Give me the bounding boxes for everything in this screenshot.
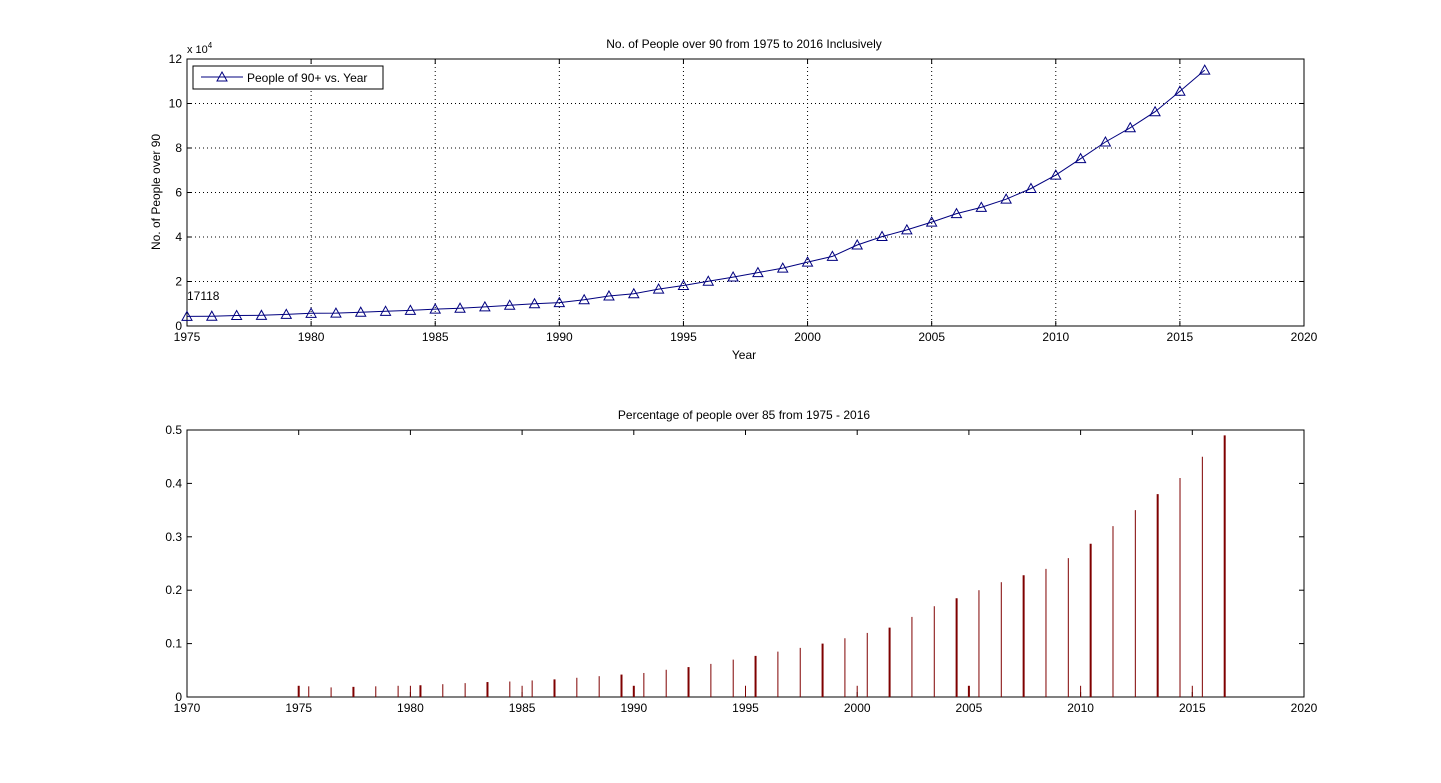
- data-point-marker: [330, 307, 342, 318]
- line-chart-y-tick-label: 0: [175, 319, 182, 333]
- data-point-marker: [230, 309, 243, 321]
- data-point-marker: [603, 289, 615, 301]
- data-point-marker: [727, 271, 739, 282]
- data-point-marker: [404, 304, 417, 315]
- line-chart-x-axis-label: Year: [732, 348, 756, 362]
- line-chart-y-tick-label: 4: [175, 230, 182, 244]
- bar-chart-x-tick-label: 1980: [397, 701, 424, 715]
- data-point-marker: [528, 297, 541, 309]
- bar-chart-x-tick-label: 2010: [1067, 701, 1094, 715]
- data-point-marker: [354, 306, 367, 317]
- legend-entry-label: People of 90+ vs. Year: [247, 71, 367, 85]
- series-line: [186, 69, 1206, 317]
- line-chart-y-tick-label: 10: [169, 97, 183, 111]
- data-point-marker: [379, 305, 392, 316]
- line-chart-annotation: 17118: [187, 289, 220, 303]
- line-chart-x-tick-label: 1980: [298, 330, 325, 344]
- data-point-marker: [925, 216, 938, 227]
- data-point-marker: [479, 300, 491, 312]
- bar-chart-x-tick-label: 1990: [620, 701, 647, 715]
- line-chart-y-axis-label: No. of People over 90: [149, 134, 163, 250]
- line-chart-x-tick-label: 1985: [422, 330, 449, 344]
- data-point-marker: [1049, 169, 1062, 180]
- legend: People of 90+ vs. Year: [192, 65, 384, 90]
- bar-chart-y-tick-label: 0.1: [165, 637, 182, 651]
- data-point-marker: [950, 207, 963, 219]
- data-point-marker: [429, 303, 442, 314]
- line-chart-y-tick-label: 6: [175, 186, 182, 200]
- line-chart-y-tick-label: 12: [169, 52, 183, 66]
- line-chart-x-tick-label: 2015: [1167, 330, 1194, 344]
- bar-chart-title: Percentage of people over 85 from 1975 -…: [618, 408, 870, 422]
- data-point-marker: [801, 256, 814, 267]
- line-chart-x-tick-label: 1995: [670, 330, 697, 344]
- line-chart-y-tick-label: 2: [175, 275, 182, 289]
- bar-chart-x-tick-label: 1970: [174, 701, 201, 715]
- data-point-marker: [826, 250, 839, 261]
- data-point-marker: [1099, 135, 1112, 147]
- data-point-marker: [553, 296, 566, 308]
- data-point-marker: [652, 283, 665, 294]
- data-point-marker: [503, 299, 516, 310]
- line-chart-x-tick-label: 2010: [1042, 330, 1069, 344]
- data-point-marker: [1025, 182, 1037, 193]
- y-exponent-power: 4: [208, 41, 213, 50]
- line-chart-plot-area: [187, 59, 1304, 326]
- bar-chart-y-tick-label: 0.3: [165, 530, 182, 544]
- bar-chart-x-tick-label: 2000: [844, 701, 871, 715]
- data-point-marker: [205, 310, 218, 321]
- line-chart-title: No. of People over 90 from 1975 to 2016 …: [606, 37, 882, 51]
- data-point-marker: [1198, 64, 1211, 75]
- data-point-marker: [702, 275, 715, 286]
- data-point-marker: [1074, 152, 1087, 164]
- line-chart-x-tick-label: 1990: [546, 330, 573, 344]
- bar-chart-y-tick-label: 0: [175, 690, 182, 704]
- bar-chart-y-tick-label: 0.4: [165, 476, 182, 490]
- bar-chart-plot-area: [187, 430, 1304, 697]
- data-point-marker: [677, 279, 690, 291]
- data-point-marker: [1149, 105, 1161, 117]
- data-point-marker: [900, 223, 913, 235]
- bar-chart-x-tick-label: 1985: [509, 701, 536, 715]
- data-point-marker: [1174, 85, 1186, 96]
- legend-box: [192, 65, 384, 90]
- data-point-marker: [627, 287, 640, 299]
- line-chart-y-tick-label: 8: [175, 141, 182, 155]
- data-point-marker: [305, 307, 317, 318]
- bar-chart-x-tick-label: 1995: [732, 701, 759, 715]
- line-chart-axes-box: [186, 58, 1305, 327]
- data-point-marker: [454, 302, 466, 313]
- data-point-marker: [776, 262, 789, 273]
- data-point-marker: [876, 230, 888, 242]
- data-point-marker: [1124, 121, 1137, 133]
- data-point-marker: [1000, 193, 1012, 204]
- data-point-marker: [578, 293, 591, 305]
- line-chart-x-tick-label: 2005: [918, 330, 945, 344]
- data-point-marker: [280, 308, 293, 319]
- data-point-marker: [851, 238, 864, 250]
- data-point-marker: [181, 310, 193, 321]
- bar-chart-y-tick-label: 0.5: [165, 423, 182, 437]
- y-exponent-base: x 10: [187, 44, 208, 56]
- bar-chart-x-tick-label: 2020: [1291, 701, 1318, 715]
- bar-chart-x-tick-label: 1975: [285, 701, 312, 715]
- data-point-marker: [975, 201, 988, 212]
- line-chart-x-tick-label: 2000: [794, 330, 821, 344]
- bar-chart-x-tick-label: 2015: [1179, 701, 1206, 715]
- line-chart-x-tick-label: 2020: [1291, 330, 1318, 344]
- data-point-marker: [255, 309, 268, 320]
- bar-chart-x-tick-label: 2005: [956, 701, 983, 715]
- legend-marker-sample: [216, 70, 228, 82]
- bar-chart: 1970 1975 1980 1985 1990 1995 2000 2005 2010 2015…: [165, 408, 1317, 715]
- line-chart-y-exponent: x 104: [187, 41, 213, 56]
- data-point-marker: [752, 266, 764, 278]
- line-chart: 1975 1980 1985 1990 1995 2000 2005 2010 2015 2020…: [149, 37, 1318, 362]
- line-chart-x-tick-label: 1975: [174, 330, 201, 344]
- bar-chart-y-tick-label: 0.2: [165, 583, 182, 597]
